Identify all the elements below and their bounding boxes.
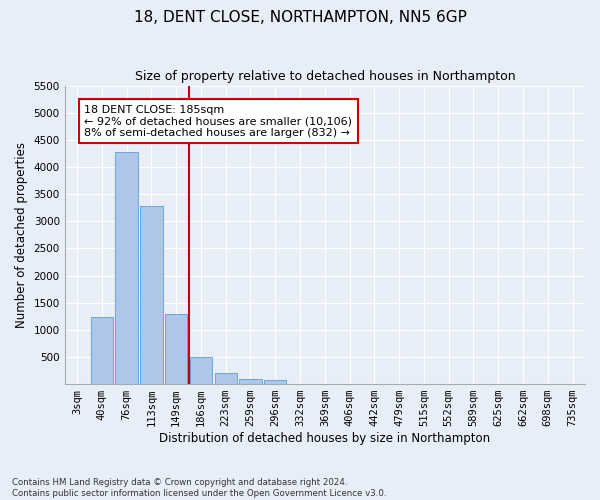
- Text: 18, DENT CLOSE, NORTHAMPTON, NN5 6GP: 18, DENT CLOSE, NORTHAMPTON, NN5 6GP: [134, 10, 466, 25]
- Bar: [239, 378, 262, 384]
- Bar: [115, 152, 138, 384]
- Title: Size of property relative to detached houses in Northampton: Size of property relative to detached ho…: [134, 70, 515, 83]
- Bar: [215, 372, 237, 384]
- Text: Contains HM Land Registry data © Crown copyright and database right 2024.
Contai: Contains HM Land Registry data © Crown c…: [12, 478, 386, 498]
- Text: 18 DENT CLOSE: 185sqm
← 92% of detached houses are smaller (10,106)
8% of semi-d: 18 DENT CLOSE: 185sqm ← 92% of detached …: [85, 104, 352, 138]
- Bar: [264, 380, 286, 384]
- Y-axis label: Number of detached properties: Number of detached properties: [15, 142, 28, 328]
- Bar: [140, 206, 163, 384]
- Bar: [190, 358, 212, 384]
- X-axis label: Distribution of detached houses by size in Northampton: Distribution of detached houses by size …: [159, 432, 490, 445]
- Bar: [165, 314, 187, 384]
- Bar: [91, 318, 113, 384]
